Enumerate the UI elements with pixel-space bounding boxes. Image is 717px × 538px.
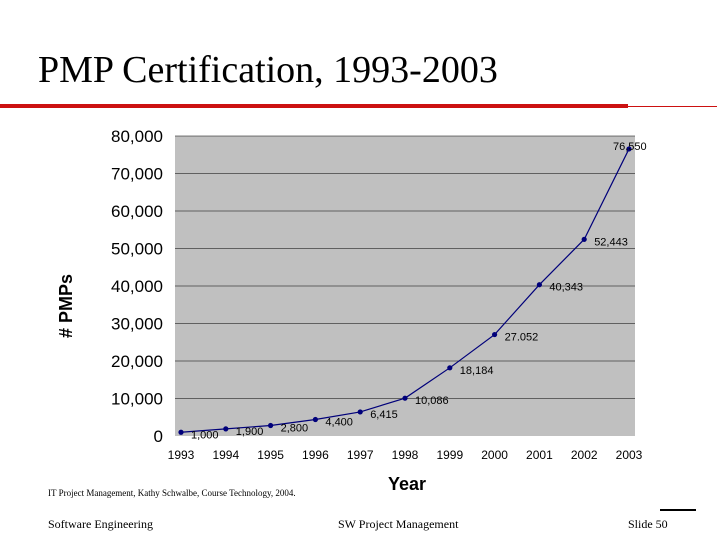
data-label: 6,415 xyxy=(370,409,398,421)
footer-rule xyxy=(660,509,696,511)
y-tick-label: 40,000 xyxy=(111,277,163,296)
source-footnote: IT Project Management, Kathy Schwalbe, C… xyxy=(48,488,296,498)
y-tick-label: 30,000 xyxy=(111,315,163,334)
x-tick-label: 2003 xyxy=(616,448,643,462)
title-underline-thin xyxy=(628,106,717,107)
data-label: 18,184 xyxy=(460,365,494,377)
data-label: 27.052 xyxy=(505,332,539,344)
x-tick-label: 2002 xyxy=(571,448,598,462)
x-tick-label: 1997 xyxy=(347,448,374,462)
x-tick-label: 1993 xyxy=(168,448,195,462)
x-tick-label: 1999 xyxy=(436,448,463,462)
y-tick-label: 20,000 xyxy=(111,352,163,371)
y-tick-label: 70,000 xyxy=(111,165,163,184)
footer-course: Software Engineering xyxy=(48,517,153,531)
data-point xyxy=(536,282,542,288)
x-tick-label: 1998 xyxy=(392,448,419,462)
y-tick-label: 80,000 xyxy=(111,127,163,146)
data-point xyxy=(223,426,229,432)
y-tick-label: 60,000 xyxy=(111,202,163,221)
data-label: 10,086 xyxy=(415,395,449,407)
data-label: 4,400 xyxy=(325,417,353,429)
data-label: 40,343 xyxy=(549,282,583,294)
y-tick-label: 0 xyxy=(154,427,163,446)
data-point xyxy=(268,422,274,429)
data-point xyxy=(402,395,408,401)
x-axis-title: Year xyxy=(388,474,426,492)
x-tick-label: 2000 xyxy=(481,448,508,462)
title-underline xyxy=(0,104,628,108)
x-tick-label: 1995 xyxy=(257,448,284,462)
data-point xyxy=(626,146,632,152)
data-point xyxy=(492,331,498,338)
footer-topic: SW Project Management xyxy=(338,517,459,531)
slide-title: PMP Certification, 1993-2003 xyxy=(38,49,498,91)
data-point xyxy=(581,236,587,242)
data-label: 2,800 xyxy=(281,423,309,435)
data-point xyxy=(447,365,453,371)
y-tick-label: 10,000 xyxy=(111,390,163,409)
x-tick-label: 1994 xyxy=(212,448,239,462)
x-tick-label: 2001 xyxy=(526,448,553,462)
data-label: 1,000 xyxy=(191,429,219,441)
y-tick-label: 50,000 xyxy=(111,240,163,259)
footer-slide-number: Slide 50 xyxy=(628,517,668,531)
data-point xyxy=(357,409,363,415)
data-label: 76,550 xyxy=(613,141,647,153)
y-axis-title: # PMPs xyxy=(56,274,76,338)
data-label: 52,443 xyxy=(594,236,628,248)
data-point xyxy=(178,429,184,435)
pmp-line-chart: 0 10,000 20,000 30,000 40,000 50,000 60,000 70,… xyxy=(56,127,647,492)
data-point xyxy=(312,416,318,423)
data-label: 1,900 xyxy=(236,426,264,438)
x-tick-label: 1996 xyxy=(302,448,329,462)
